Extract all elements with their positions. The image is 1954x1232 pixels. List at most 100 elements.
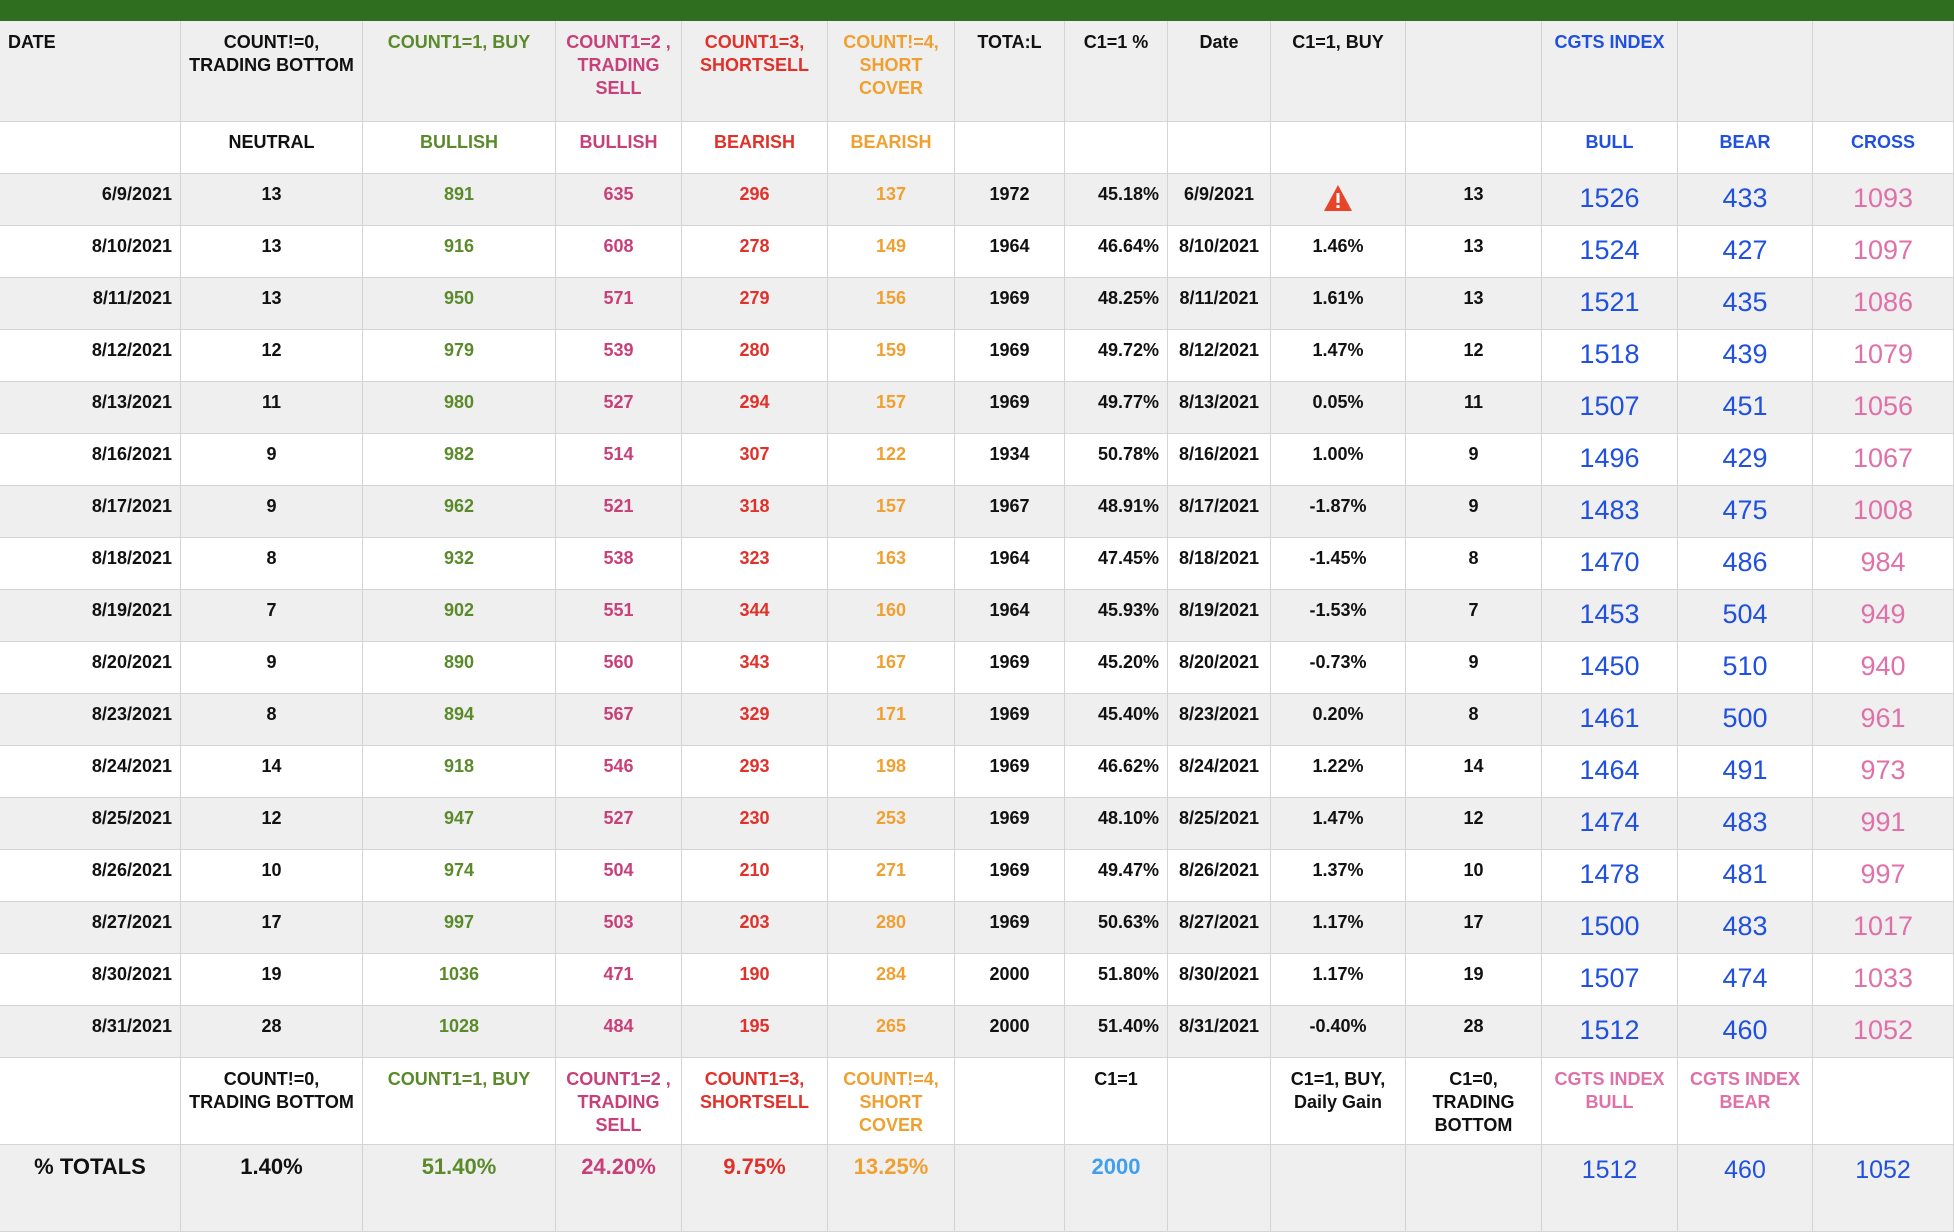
footer-header-cell: CGTS INDEX BULL: [1542, 1058, 1678, 1145]
data-cell: 210: [682, 850, 828, 902]
data-cell: 9: [1406, 486, 1542, 538]
subheader-cell: BULLISH: [363, 122, 556, 174]
data-cell: 481: [1678, 850, 1813, 902]
data-cell: 571: [556, 278, 682, 330]
data-cell: 484: [556, 1006, 682, 1058]
data-cell: 13: [1406, 174, 1542, 226]
data-cell: 45.18%: [1065, 174, 1168, 226]
data-cell: 1507: [1542, 382, 1678, 434]
header-cell: [1813, 21, 1954, 122]
data-cell: 8: [181, 694, 363, 746]
data-cell: 1.47%: [1271, 330, 1406, 382]
data-cell: 12: [181, 798, 363, 850]
data-cell: 157: [828, 486, 955, 538]
data-cell: 962: [363, 486, 556, 538]
data-cell: 1097: [1813, 226, 1954, 278]
footer-header-cell: C1=1: [1065, 1058, 1168, 1145]
data-cell: 8/30/2021: [1168, 954, 1271, 1006]
data-cell: 171: [828, 694, 955, 746]
data-cell: 8/18/2021: [0, 538, 181, 590]
header-cell: [1678, 21, 1813, 122]
data-cell: 527: [556, 382, 682, 434]
data-cell: 198: [828, 746, 955, 798]
header-cell: Date: [1168, 21, 1271, 122]
data-cell: 1526: [1542, 174, 1678, 226]
header-cell: C1=1, BUY: [1271, 21, 1406, 122]
data-cell: 1450: [1542, 642, 1678, 694]
data-cell: 2000: [955, 954, 1065, 1006]
data-cell: 51.40%: [1065, 1006, 1168, 1058]
data-cell: 1017: [1813, 902, 1954, 954]
header-cell: COUNT!=4, SHORT COVER: [828, 21, 955, 122]
data-cell: 278: [682, 226, 828, 278]
data-cell: 890: [363, 642, 556, 694]
data-cell: 45.93%: [1065, 590, 1168, 642]
subheader-cell: [1271, 122, 1406, 174]
data-cell: 980: [363, 382, 556, 434]
footer-header-cell: COUNT1=3, SHORTSELL: [682, 1058, 828, 1145]
footer-header-cell: C1=1, BUY, Daily Gain: [1271, 1058, 1406, 1145]
subheader-cell: BEARISH: [828, 122, 955, 174]
data-cell: -0.40%: [1271, 1006, 1406, 1058]
data-cell: 539: [556, 330, 682, 382]
data-cell: 8/10/2021: [1168, 226, 1271, 278]
data-cell: 6/9/2021: [0, 174, 181, 226]
data-cell: 17: [1406, 902, 1542, 954]
data-cell: 1964: [955, 226, 1065, 278]
data-cell: 560: [556, 642, 682, 694]
data-cell: 2000: [955, 1006, 1065, 1058]
header-cell: DATE: [0, 21, 181, 122]
totals-cell: 1052: [1813, 1145, 1954, 1232]
data-cell: 8/16/2021: [1168, 434, 1271, 486]
data-cell: 1483: [1542, 486, 1678, 538]
data-cell: 9: [181, 434, 363, 486]
data-cell: 1934: [955, 434, 1065, 486]
data-cell: 19: [1406, 954, 1542, 1006]
data-cell: 8/11/2021: [0, 278, 181, 330]
data-cell: 916: [363, 226, 556, 278]
data-cell: 1.00%: [1271, 434, 1406, 486]
data-cell: -1.53%: [1271, 590, 1406, 642]
data-cell: 10: [181, 850, 363, 902]
data-cell: 28: [1406, 1006, 1542, 1058]
data-cell: 284: [828, 954, 955, 1006]
data-cell: 13: [1406, 278, 1542, 330]
data-cell: 483: [1678, 798, 1813, 850]
data-cell: 997: [363, 902, 556, 954]
data-cell: -1.87%: [1271, 486, 1406, 538]
data-cell: 8/12/2021: [1168, 330, 1271, 382]
data-cell: 230: [682, 798, 828, 850]
data-cell: 8/13/2021: [1168, 382, 1271, 434]
data-cell: 11: [1406, 382, 1542, 434]
subheader-cell: NEUTRAL: [181, 122, 363, 174]
data-cell: 8/24/2021: [0, 746, 181, 798]
subheader-cell: BULL: [1542, 122, 1678, 174]
data-cell: 474: [1678, 954, 1813, 1006]
data-cell: 891: [363, 174, 556, 226]
data-cell: 12: [1406, 330, 1542, 382]
data-cell: 551: [556, 590, 682, 642]
data-cell: 280: [682, 330, 828, 382]
data-cell: 195: [682, 1006, 828, 1058]
data-cell: 8: [1406, 694, 1542, 746]
data-cell: 950: [363, 278, 556, 330]
data-cell: 608: [556, 226, 682, 278]
data-cell: 344: [682, 590, 828, 642]
subheader-cell: CROSS: [1813, 122, 1954, 174]
header-cell: COUNT!=0, TRADING BOTTOM: [181, 21, 363, 122]
data-cell: 8/19/2021: [1168, 590, 1271, 642]
data-cell: 343: [682, 642, 828, 694]
data-cell: -0.73%: [1271, 642, 1406, 694]
subheader-cell: BEAR: [1678, 122, 1813, 174]
data-cell: 932: [363, 538, 556, 590]
header-cell: CGTS INDEX: [1542, 21, 1678, 122]
data-cell: 8/19/2021: [0, 590, 181, 642]
data-cell: 160: [828, 590, 955, 642]
data-cell: 8/20/2021: [0, 642, 181, 694]
data-cell: [1271, 174, 1406, 226]
data-cell: 8: [181, 538, 363, 590]
data-cell: 323: [682, 538, 828, 590]
data-cell: 156: [828, 278, 955, 330]
data-cell: 902: [363, 590, 556, 642]
